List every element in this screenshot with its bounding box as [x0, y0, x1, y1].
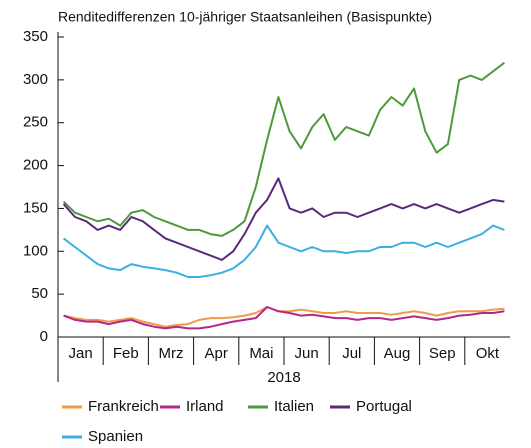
- x-tick-label: Okt: [476, 345, 500, 362]
- y-tick-label: 250: [23, 114, 48, 131]
- x-tick-label: Apr: [205, 345, 228, 362]
- legend-label: Italien: [274, 398, 314, 415]
- series-line: [62, 61, 506, 237]
- y-tick-label: 200: [23, 157, 48, 174]
- series-line: [62, 177, 505, 261]
- x-axis-label: 2018: [267, 369, 300, 386]
- x-tick-label: Jan: [69, 345, 93, 362]
- legend-label: Frankreich: [88, 398, 159, 415]
- y-tick-label: 50: [31, 285, 48, 302]
- y-tick-label: 150: [23, 199, 48, 216]
- series-line: [63, 306, 505, 330]
- x-tick-label: Jun: [295, 345, 319, 362]
- chart-title: Renditedifferenzen 10-jähriger Staatsanl…: [58, 9, 432, 25]
- x-tick-label: Jul: [342, 345, 361, 362]
- legend-label: Portugal: [356, 398, 412, 415]
- y-tick-label: 300: [23, 71, 48, 88]
- y-tick-label: 100: [23, 242, 48, 259]
- x-tick-label: Mrz: [159, 345, 184, 362]
- y-tick-label: 350: [23, 28, 48, 45]
- legend-label: Irland: [186, 398, 224, 415]
- y-tick-label: 0: [40, 328, 48, 345]
- x-tick-label: Mai: [249, 345, 273, 362]
- series-line: [63, 306, 505, 328]
- legend-label: Spanien: [88, 428, 143, 445]
- x-tick-label: Sep: [429, 345, 456, 362]
- x-tick-label: Feb: [113, 345, 139, 362]
- series-line: [62, 224, 505, 278]
- x-tick-label: Aug: [384, 345, 411, 362]
